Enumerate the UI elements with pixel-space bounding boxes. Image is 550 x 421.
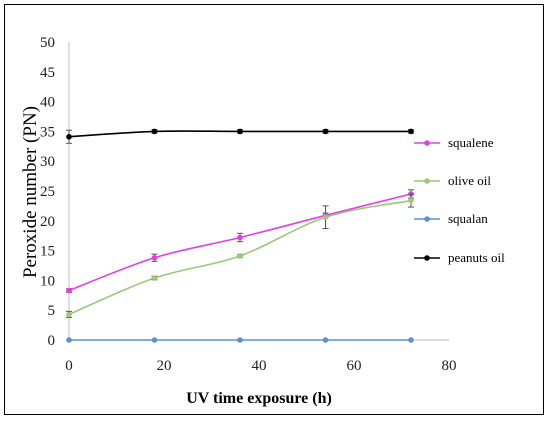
y-tick-label: 20: [40, 214, 55, 230]
legend-item-squalene: squalene: [414, 135, 494, 150]
y-tick-label: 45: [40, 65, 55, 81]
legend-item-squalan: squalan: [414, 211, 488, 226]
data-point-olive-oil: [66, 311, 72, 318]
legend-marker: [424, 255, 430, 261]
series-squalene: [66, 189, 414, 294]
data-point-squalan: [151, 337, 158, 343]
y-tick-label: 40: [40, 95, 55, 111]
data-point-peanuts-oil: [408, 128, 414, 135]
chart-frame: [4, 4, 544, 415]
x-tick-label: 60: [347, 358, 362, 374]
y-tick-label: 15: [40, 244, 55, 260]
y-axis-label: Peroxide number (PN): [20, 106, 41, 278]
series-olive-oil: [66, 193, 414, 318]
y-tick-label: 5: [48, 303, 56, 319]
x-tick-label: 80: [442, 358, 457, 374]
data-point-peanuts-oil: [322, 128, 329, 135]
x-axis-label: UV time exposure (h): [186, 390, 332, 407]
legend-label: squalene: [448, 135, 494, 150]
data-point-olive-oil: [408, 197, 414, 204]
data-point-squalan: [322, 337, 329, 343]
legend: squalene olive oil squalan peanuts oil: [414, 135, 505, 265]
data-point-squalan: [66, 337, 72, 343]
data-point-peanuts-oil: [66, 133, 72, 140]
y-tick-label: 25: [40, 184, 55, 200]
data-point-squalene: [237, 234, 243, 241]
data-point-squalene: [66, 287, 72, 294]
data-point-olive-oil: [322, 214, 329, 221]
legend-label: squalan: [448, 211, 488, 226]
legend-marker: [424, 140, 430, 146]
data-point-peanuts-oil: [237, 128, 243, 135]
legend-item-peanuts-oil: peanuts oil: [414, 250, 505, 265]
series-peanuts-oil: [66, 128, 414, 144]
x-tick-label: 20: [157, 358, 172, 374]
legend-item-olive-oil: olive oil: [414, 173, 491, 188]
x-tick-label: 0: [65, 358, 73, 374]
legend-label: olive oil: [448, 173, 491, 188]
legend-marker: [424, 216, 430, 222]
x-tick-label: 40: [252, 358, 267, 374]
series-squalan: [66, 337, 414, 343]
y-tick-label: 0: [48, 333, 56, 349]
legend-label: peanuts oil: [448, 250, 505, 265]
y-tick-label: 35: [40, 124, 55, 140]
y-tick-label: 10: [40, 273, 55, 289]
data-point-squalene: [151, 254, 158, 261]
data-point-olive-oil: [151, 275, 158, 281]
series-layer: [66, 128, 414, 343]
data-point-squalan: [237, 337, 243, 343]
y-tick-label: 30: [40, 154, 55, 170]
data-point-peanuts-oil: [151, 128, 158, 135]
axes: 0 5 10 15 20 25 30 35 40 45 50 0 20 40 60 80: [40, 35, 457, 374]
legend-marker: [424, 178, 430, 184]
data-point-squalan: [408, 337, 414, 343]
data-point-olive-oil: [237, 253, 243, 259]
y-tick-label: 50: [40, 35, 55, 51]
